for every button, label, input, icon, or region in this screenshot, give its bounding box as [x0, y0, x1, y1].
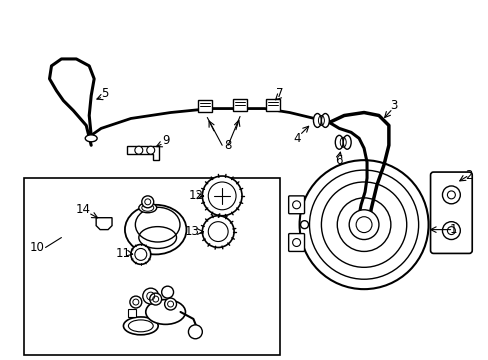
- Circle shape: [292, 201, 300, 209]
- Text: 4: 4: [293, 132, 301, 145]
- Circle shape: [164, 298, 176, 310]
- Text: 6: 6: [335, 154, 342, 167]
- Ellipse shape: [139, 203, 156, 213]
- Text: 12: 12: [188, 189, 203, 202]
- Bar: [128, 309, 136, 317]
- Ellipse shape: [343, 135, 350, 149]
- FancyBboxPatch shape: [288, 196, 304, 214]
- Circle shape: [142, 288, 158, 304]
- Text: 13: 13: [184, 225, 200, 238]
- Ellipse shape: [321, 113, 328, 127]
- Circle shape: [149, 293, 162, 305]
- Polygon shape: [127, 146, 158, 160]
- Circle shape: [130, 296, 142, 308]
- Circle shape: [202, 216, 234, 247]
- Text: 1: 1: [448, 223, 456, 236]
- Text: 3: 3: [389, 99, 397, 112]
- Ellipse shape: [123, 317, 158, 335]
- Text: 8: 8: [224, 139, 231, 152]
- Circle shape: [299, 160, 427, 289]
- Ellipse shape: [124, 205, 186, 255]
- Circle shape: [442, 222, 459, 239]
- Circle shape: [146, 146, 154, 154]
- Circle shape: [162, 286, 173, 298]
- Circle shape: [188, 325, 202, 339]
- Circle shape: [142, 196, 153, 208]
- Circle shape: [202, 176, 242, 216]
- Ellipse shape: [135, 207, 180, 242]
- Text: 9: 9: [162, 134, 169, 147]
- Text: 7: 7: [275, 87, 283, 100]
- Ellipse shape: [313, 113, 321, 127]
- Circle shape: [292, 239, 300, 247]
- FancyBboxPatch shape: [429, 172, 471, 253]
- Bar: [24, 178, 279, 355]
- Ellipse shape: [85, 135, 97, 142]
- Polygon shape: [96, 218, 112, 230]
- Text: 14: 14: [76, 203, 91, 216]
- Circle shape: [135, 146, 142, 154]
- Bar: [233, 99, 246, 111]
- Circle shape: [442, 186, 459, 204]
- Text: 10: 10: [29, 241, 44, 254]
- Ellipse shape: [145, 300, 185, 324]
- Circle shape: [300, 221, 308, 229]
- Circle shape: [348, 210, 378, 239]
- Bar: [265, 99, 279, 111]
- FancyBboxPatch shape: [288, 234, 304, 251]
- Bar: [198, 100, 212, 112]
- Ellipse shape: [335, 135, 343, 149]
- Circle shape: [131, 244, 150, 264]
- Text: 5: 5: [101, 87, 108, 100]
- Text: 2: 2: [465, 168, 472, 181]
- Text: 11: 11: [115, 247, 130, 260]
